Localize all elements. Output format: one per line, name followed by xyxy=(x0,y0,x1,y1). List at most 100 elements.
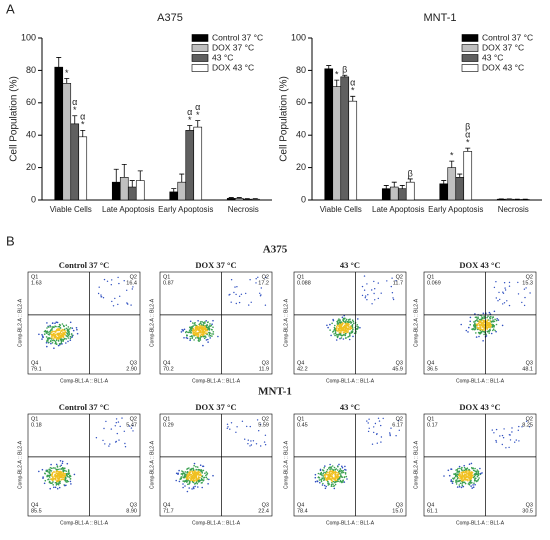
dot xyxy=(502,292,505,294)
dot xyxy=(357,318,359,320)
dot xyxy=(69,335,72,338)
x-axis-label: Comp-BL1-A :: BL1-A xyxy=(326,378,375,384)
dot xyxy=(330,334,332,337)
dot xyxy=(70,483,72,485)
dot xyxy=(203,476,206,479)
dot xyxy=(456,477,459,480)
dot xyxy=(318,479,321,481)
dot xyxy=(196,482,199,485)
dot xyxy=(199,337,201,340)
dot xyxy=(109,443,111,445)
dot xyxy=(494,318,496,321)
dot xyxy=(474,316,477,319)
dot xyxy=(197,335,199,338)
dot xyxy=(469,320,472,323)
dot xyxy=(331,480,334,483)
dot xyxy=(235,302,237,305)
dot xyxy=(66,462,69,465)
dot xyxy=(64,337,66,340)
annotation: * xyxy=(351,86,355,96)
dot xyxy=(458,485,461,488)
dot xyxy=(56,473,59,476)
dot xyxy=(181,470,183,472)
dot xyxy=(473,324,476,326)
dot xyxy=(336,475,339,477)
bar xyxy=(463,151,473,201)
dot xyxy=(196,466,199,468)
dot xyxy=(461,483,463,485)
dot xyxy=(392,297,394,299)
plot-frame xyxy=(423,413,537,517)
dot xyxy=(226,427,228,429)
annotation: β xyxy=(342,65,347,75)
dot xyxy=(57,325,59,328)
quadrant-value: 0.088 xyxy=(297,280,311,286)
dot xyxy=(457,480,459,483)
dot xyxy=(202,328,205,331)
bar xyxy=(127,186,137,201)
quadrant-value: 15.3 xyxy=(522,280,533,286)
dot xyxy=(68,334,70,336)
dot xyxy=(474,325,477,328)
dot xyxy=(508,434,511,436)
dot xyxy=(205,339,208,341)
dot xyxy=(462,470,465,473)
dot xyxy=(332,485,335,488)
dot xyxy=(206,330,208,332)
dot xyxy=(260,294,262,296)
quadrant-name: Q3 xyxy=(396,502,403,508)
dot xyxy=(495,330,497,333)
dot xyxy=(105,420,107,423)
quadrant-name: Q4 xyxy=(297,360,304,366)
dot xyxy=(199,327,201,330)
dot xyxy=(389,434,391,437)
error-bar xyxy=(121,163,127,178)
dot xyxy=(238,301,241,304)
dot xyxy=(474,470,477,473)
dot xyxy=(493,310,496,313)
dot xyxy=(337,473,340,476)
dot xyxy=(188,480,191,483)
dot xyxy=(452,480,454,483)
dot xyxy=(344,321,347,324)
dot xyxy=(175,479,177,482)
dot xyxy=(259,292,261,294)
dot xyxy=(347,321,350,323)
dot xyxy=(190,476,193,479)
dot xyxy=(490,332,493,335)
dot xyxy=(495,428,498,431)
dot xyxy=(331,322,333,325)
dot xyxy=(317,472,320,475)
dot xyxy=(69,327,72,329)
dot xyxy=(459,473,461,476)
dot xyxy=(123,430,126,432)
dot xyxy=(344,465,346,468)
dot xyxy=(456,481,458,483)
dot xyxy=(184,331,187,334)
dot xyxy=(51,472,54,474)
dot xyxy=(55,471,57,473)
error-bar xyxy=(113,168,119,183)
dot xyxy=(474,479,476,482)
dot xyxy=(41,468,44,471)
dot xyxy=(56,487,59,490)
dot xyxy=(205,326,208,329)
dot xyxy=(314,480,317,483)
dot xyxy=(466,472,468,474)
x-axis-label: Comp-BL1-A :: BL1-A xyxy=(192,378,241,384)
dot xyxy=(236,286,238,288)
quadrant-value: 11.9 xyxy=(259,366,269,372)
panel-title: 43 °C xyxy=(340,260,360,270)
dot xyxy=(475,332,477,334)
dot xyxy=(52,330,54,333)
dot xyxy=(58,332,60,335)
dot xyxy=(197,334,200,336)
dot xyxy=(467,331,469,333)
dot xyxy=(186,478,188,480)
dot xyxy=(38,333,40,336)
dot xyxy=(326,477,329,479)
dot xyxy=(211,333,213,335)
dot xyxy=(361,285,364,288)
y-tick-label: 20 xyxy=(296,162,306,172)
dot xyxy=(204,330,207,332)
